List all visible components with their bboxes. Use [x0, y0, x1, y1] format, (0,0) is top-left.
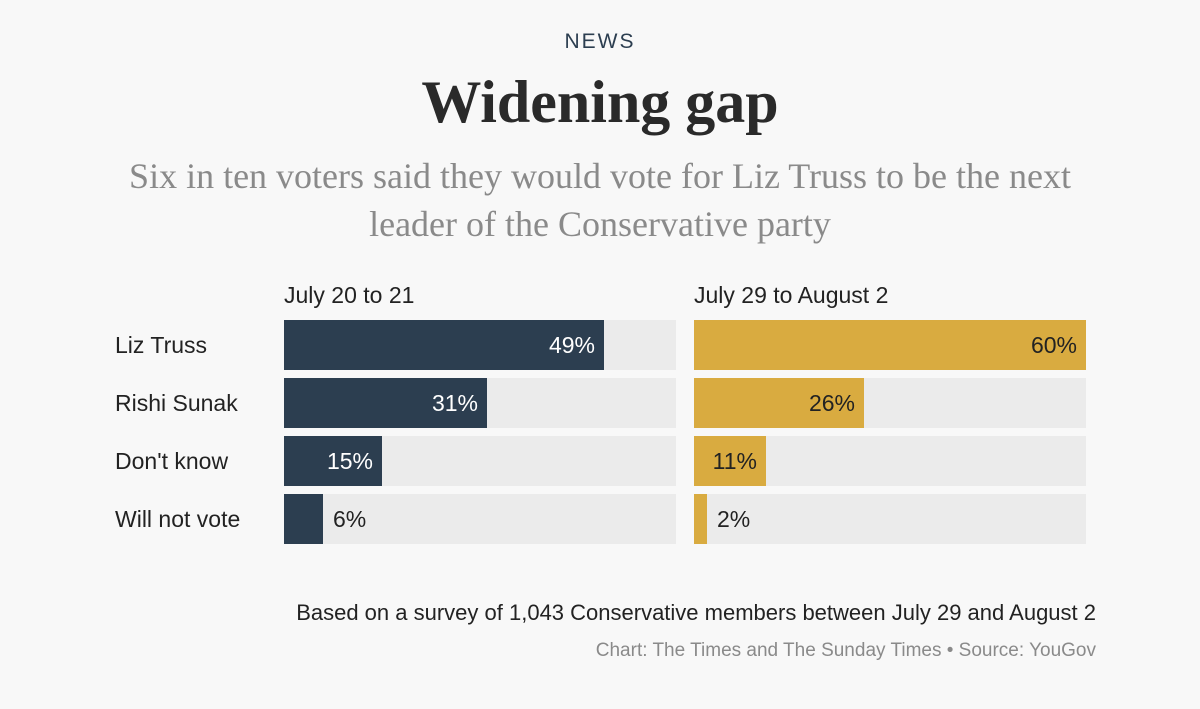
data-label: 6%: [333, 506, 367, 532]
bar-track: 15%: [284, 436, 676, 486]
bar-track: 2%: [694, 494, 1086, 544]
data-label: 15%: [326, 448, 373, 474]
source-credit: Chart: The Times and The Sunday Times • …: [595, 640, 1096, 661]
category-label: Don't know: [115, 448, 229, 474]
bar: [284, 436, 382, 486]
bar-track: 31%: [284, 378, 676, 428]
data-label: 2%: [717, 506, 751, 532]
bar: [694, 436, 766, 486]
bar-track: 60%: [694, 320, 1086, 370]
bar: [284, 378, 487, 428]
bar: [284, 320, 604, 370]
category-label: Liz Truss: [115, 332, 208, 358]
bar: [694, 320, 1086, 370]
bar: [694, 378, 864, 428]
chart-subtitle: Six in ten voters said they would vote f…: [129, 156, 1071, 244]
bar: [694, 494, 707, 544]
data-label: 26%: [808, 390, 855, 416]
bar-track: 49%: [284, 320, 676, 370]
data-label: 11%: [712, 448, 757, 474]
category-label: Will not vote: [115, 506, 241, 532]
chart-title: Widening gap: [421, 69, 779, 135]
bar: [284, 494, 323, 544]
series-title: July 20 to 21: [284, 282, 415, 308]
section-kicker: NEWS: [564, 30, 636, 53]
data-label: 60%: [1030, 332, 1077, 358]
bar-track: 6%: [284, 494, 676, 544]
bar-track: 26%: [694, 378, 1086, 428]
survey-note: Based on a survey of 1,043 Conservative …: [296, 600, 1096, 625]
data-label: 49%: [548, 332, 595, 358]
bar-track: 11%: [694, 436, 1086, 486]
series-title: July 29 to August 2: [694, 282, 889, 308]
category-label: Rishi Sunak: [115, 390, 238, 416]
data-label: 31%: [431, 390, 478, 416]
